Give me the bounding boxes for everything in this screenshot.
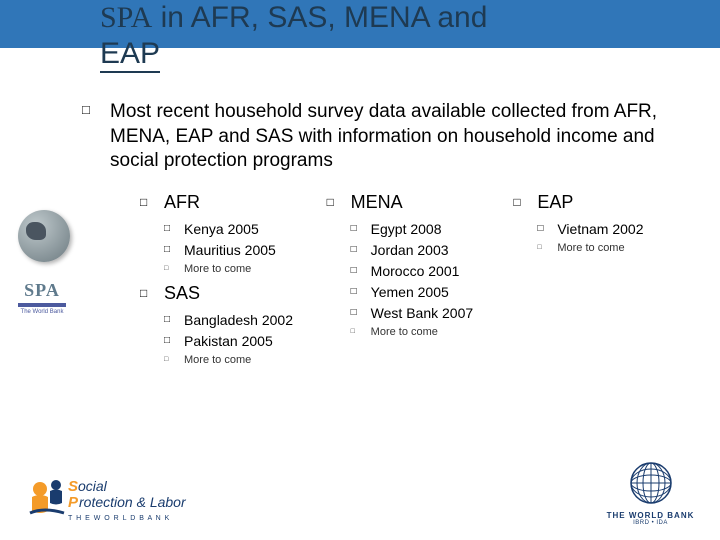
list-item: Morocco 2001: [327, 263, 504, 279]
list-item: Pakistan 2005: [140, 333, 317, 349]
list-item: More to come: [513, 242, 690, 254]
col-mena: MENA Egypt 2008 Jordan 2003 Morocco 2001…: [327, 192, 504, 371]
list-item: Kenya 2005: [140, 221, 317, 237]
spa-badge: SPA The World Bank: [14, 280, 70, 315]
spl-line2: rotection & Labor: [79, 494, 187, 510]
list-item: Mauritius 2005: [140, 242, 317, 258]
list-item: More to come: [140, 263, 317, 275]
svg-text:S: S: [68, 478, 78, 495]
columns: AFR Kenya 2005 Mauritius 2005 More to co…: [140, 192, 690, 371]
spa-badge-sub: The World Bank: [14, 309, 70, 315]
sas-head: SAS: [140, 283, 317, 304]
wb-text-main: THE WORLD BANK: [603, 511, 698, 520]
slide-title: SPA in AFR, SAS, MENA and EAP: [100, 0, 487, 72]
col-eap: EAP Vietnam 2002 More to come: [513, 192, 690, 371]
globe-shape: [18, 210, 70, 262]
list-item: More to come: [327, 326, 504, 338]
list-item: Yemen 2005: [327, 284, 504, 300]
svg-text:P: P: [68, 494, 79, 511]
spa-badge-bar: [18, 303, 66, 307]
title-main: in AFR, SAS, MENA and: [152, 1, 487, 34]
list-item: More to come: [140, 354, 317, 366]
title-spa: SPA: [100, 1, 152, 34]
eap-head: EAP: [513, 192, 690, 213]
social-protection-logo: S ocial P rotection & Labor T H E W O R …: [22, 473, 222, 528]
world-bank-logo: THE WORLD BANK IBRD • IDA: [603, 459, 698, 526]
afr-head: AFR: [140, 192, 317, 213]
spl-line1: ocial: [78, 478, 108, 494]
list-item: Egypt 2008: [327, 221, 504, 237]
list-item: Bangladesh 2002: [140, 312, 317, 328]
globe-icon: [12, 210, 76, 274]
col-afr-sas: AFR Kenya 2005 Mauritius 2005 More to co…: [140, 192, 317, 371]
wb-text-sub: IBRD • IDA: [603, 520, 698, 526]
title-eap: EAP: [100, 37, 160, 73]
spl-logo-svg: S ocial P rotection & Labor T H E W O R …: [22, 473, 222, 528]
list-item: Jordan 2003: [327, 242, 504, 258]
wb-globe-icon: [627, 459, 675, 507]
intro-text: Most recent household survey data availa…: [110, 100, 690, 174]
spa-badge-text: SPA: [14, 280, 70, 301]
spl-sub: T H E W O R L D B A N K: [68, 515, 170, 522]
content-area: Most recent household survey data availa…: [80, 100, 690, 371]
list-item: West Bank 2007: [327, 305, 504, 321]
list-item: Vietnam 2002: [513, 221, 690, 237]
mena-head: MENA: [327, 192, 504, 213]
